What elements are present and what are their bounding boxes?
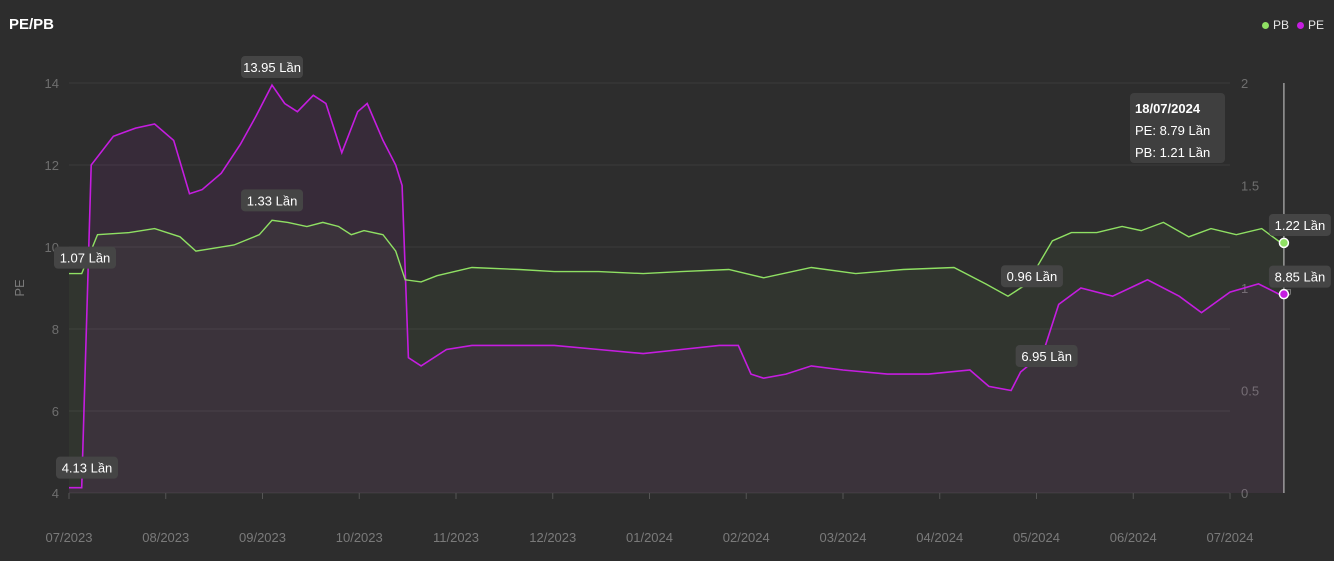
tooltip-box [1130,93,1225,163]
annotation-label: 13.95 Lần [243,60,301,75]
pb-dot-icon [1261,21,1269,29]
pb-area [69,220,1284,494]
annotation-box [241,56,304,79]
x-tick-label: 07/2023 [46,530,93,545]
annotation-label: 4.13 Lần [62,461,113,476]
x-tick-label: 02/2024 [723,530,770,545]
annotation-box [241,189,304,212]
y-right-tick-label: 1.5 [1241,179,1259,194]
annotation-box [56,456,118,479]
tooltip-pb-line: PB: 1.21 Lần [1135,145,1210,160]
y-left-tick-label: 12 [45,158,59,173]
x-tick-label: 09/2023 [239,530,286,545]
annotation-label: 0.96 Lần [1007,269,1058,284]
annotation-label: 1.22 Lần [1275,218,1326,233]
legend-item-pb[interactable]: PB [1261,18,1289,32]
x-tick-label: 12/2023 [529,530,576,545]
annotation-box [1015,345,1078,368]
annotation-label: 1.33 Lần [247,193,298,208]
annotation-box [1268,265,1331,288]
x-tick-label: 10/2023 [336,530,383,545]
pb-line [69,219,1285,298]
chart-legend: PB PE [1261,18,1324,32]
annotation-box [1268,213,1331,236]
chart-title: PE/PB [9,16,55,33]
pe-area [69,85,1284,493]
tooltip-pe-line: PE: 8.79 Lần [1135,123,1210,138]
annotation-label: 1.07 Lần [60,251,111,266]
annotation-box [54,246,116,269]
y-left-tick-label: 6 [52,404,59,419]
y-left-axis-title: PE [12,279,27,297]
legend-label-pb: PB [1272,18,1289,32]
y-left-tick-label: 4 [52,486,59,501]
x-tick-label: 08/2023 [142,530,189,545]
y-right-tick-label: 2 [1241,76,1248,91]
y-left-tick-label: 8 [52,322,59,337]
x-tick-label: 01/2024 [626,530,673,545]
tooltip-date: 18/07/2024 [1135,101,1201,116]
x-tick-label: 03/2024 [820,530,867,545]
legend-label-pe: PE [1307,18,1324,32]
annotation-label: 8.85 Lần [1275,270,1326,285]
x-tick-label: 05/2024 [1013,530,1060,545]
pe-hover-point [1278,288,1290,300]
annotation-box [1000,265,1063,288]
x-tick-label: 07/2024 [1207,530,1254,545]
y-right-tick-label: 0 [1241,486,1248,501]
annotation-label: 6.95 Lần [1021,349,1072,364]
legend-item-pe[interactable]: PE [1296,18,1324,32]
x-tick-label: 11/2023 [433,530,479,545]
x-tick-label: 06/2024 [1110,530,1157,545]
x-tick-label: 04/2024 [916,530,963,545]
pb-hover-point [1278,237,1290,249]
y-right-tick-label: 0.5 [1241,384,1259,399]
pe-dot-icon [1296,21,1304,29]
y-left-tick-label: 14 [45,76,59,91]
